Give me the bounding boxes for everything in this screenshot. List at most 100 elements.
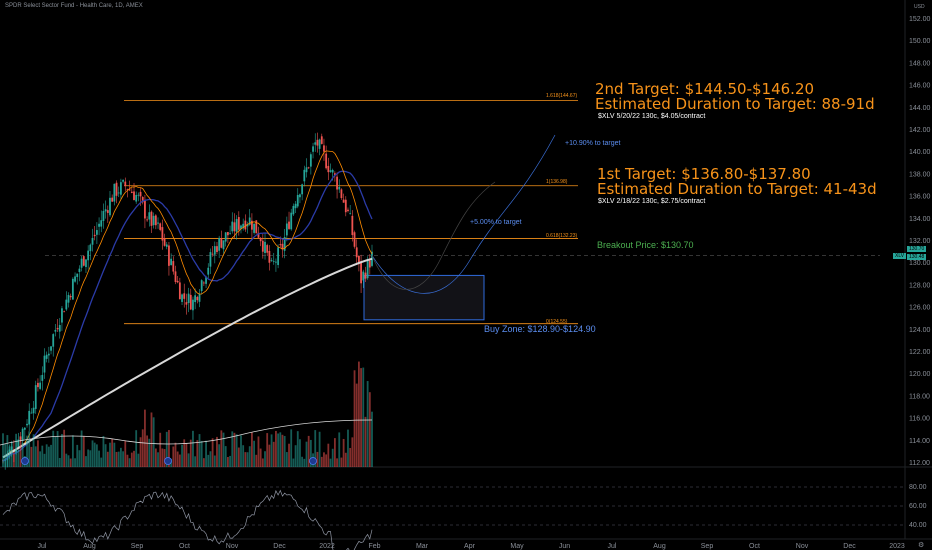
volume-bar <box>207 454 210 467</box>
volume-bar <box>109 442 111 467</box>
candle-body <box>170 258 173 266</box>
candle-body <box>87 250 90 261</box>
candle-body <box>336 176 338 190</box>
candle-body <box>248 217 251 225</box>
time-tick: Jul <box>608 543 617 550</box>
volume-bar <box>307 435 310 467</box>
candle-body <box>329 170 332 172</box>
volume-bar <box>93 442 96 467</box>
volume-bar <box>325 454 328 467</box>
volume-bar <box>124 440 127 467</box>
candle-body <box>316 139 319 146</box>
volume-bar <box>344 452 347 467</box>
price-tick: 132.00 <box>909 238 931 245</box>
volume-bar <box>133 450 135 467</box>
target2-duration: Estimated Duration to Target: 88-91d <box>595 95 875 113</box>
candle-body <box>50 346 52 351</box>
settings-icon[interactable]: ⚙ <box>918 542 925 549</box>
candle-body <box>209 252 212 267</box>
volume-bar <box>139 437 142 467</box>
volume-bar <box>117 451 120 467</box>
volume-bar <box>314 430 317 467</box>
volume-bar <box>277 433 280 467</box>
pct-target-2: +10.90% to target <box>565 140 621 147</box>
candle-body <box>17 439 20 449</box>
volume-bar <box>235 434 238 467</box>
volume-bar <box>349 447 352 467</box>
candle-body <box>235 219 238 232</box>
volume-bar <box>111 438 114 467</box>
volume-bar <box>355 383 358 467</box>
candle-body <box>126 189 129 191</box>
volume-bar <box>233 432 236 467</box>
candle-body <box>117 192 120 194</box>
volume-bar <box>237 447 240 467</box>
volume-bar <box>21 442 24 467</box>
candle-body <box>325 153 328 169</box>
candle-body <box>362 271 365 281</box>
candle-body <box>364 272 367 279</box>
candle-body <box>91 237 94 245</box>
volume-bar <box>87 449 90 467</box>
rsi-tick: 60.00 <box>909 503 927 510</box>
volume-bar <box>146 435 149 467</box>
volume-bar <box>283 435 286 467</box>
volume-bar <box>251 432 253 467</box>
ma-blue-line <box>2 170 373 462</box>
candle-body <box>281 243 284 250</box>
volume-bar <box>281 434 284 467</box>
candle-body <box>290 212 293 230</box>
volume-bar <box>362 367 365 467</box>
candle-body <box>355 247 358 258</box>
volume-bar <box>194 456 197 467</box>
candle-body <box>200 280 203 292</box>
candle-body <box>41 374 44 381</box>
candle-body <box>320 136 323 144</box>
volume-bar <box>32 434 35 467</box>
volume-bar <box>301 456 304 467</box>
candle-body <box>340 189 343 199</box>
candle-body <box>205 276 207 284</box>
candle-body <box>161 227 164 241</box>
candle-body <box>255 220 258 234</box>
candle-body <box>218 237 221 251</box>
candle-body <box>39 382 42 389</box>
candle-body <box>314 142 317 145</box>
candle-body <box>368 260 371 268</box>
volume-bar <box>67 455 70 467</box>
time-tick: Sep <box>131 543 144 550</box>
volume-bar <box>205 440 207 467</box>
price-tick: 134.00 <box>909 216 931 223</box>
candle-body <box>189 294 192 310</box>
candle-body <box>157 222 159 224</box>
volume-bar <box>122 451 124 467</box>
volume-bar <box>58 457 61 467</box>
volume-bar <box>327 443 330 467</box>
volume-bar <box>15 433 18 467</box>
price-tick: 120.00 <box>909 371 931 378</box>
pct-target-1: +5.00% to target <box>470 219 522 226</box>
volume-bar <box>98 450 100 467</box>
candle-body <box>56 327 59 330</box>
volume-bar <box>168 430 170 467</box>
candle-body <box>272 260 275 262</box>
volume-bar <box>34 446 37 467</box>
volume-bar <box>52 430 55 467</box>
volume-bar <box>303 458 306 467</box>
candle-body <box>159 223 162 230</box>
volume-bar <box>264 451 266 467</box>
volume-bar <box>63 429 66 467</box>
candle-body <box>183 293 186 299</box>
fib-0-label: 0(124.55) <box>546 319 568 325</box>
volume-bar <box>226 456 229 467</box>
candle-body <box>216 246 218 253</box>
volume-bar <box>196 440 199 467</box>
candle-body <box>344 199 347 213</box>
candle-body <box>98 223 100 227</box>
price-tick: 142.00 <box>909 127 931 134</box>
volume-bar <box>152 417 155 467</box>
candle-body <box>257 232 260 238</box>
volume-bar <box>342 438 345 467</box>
candle-body <box>69 295 72 298</box>
